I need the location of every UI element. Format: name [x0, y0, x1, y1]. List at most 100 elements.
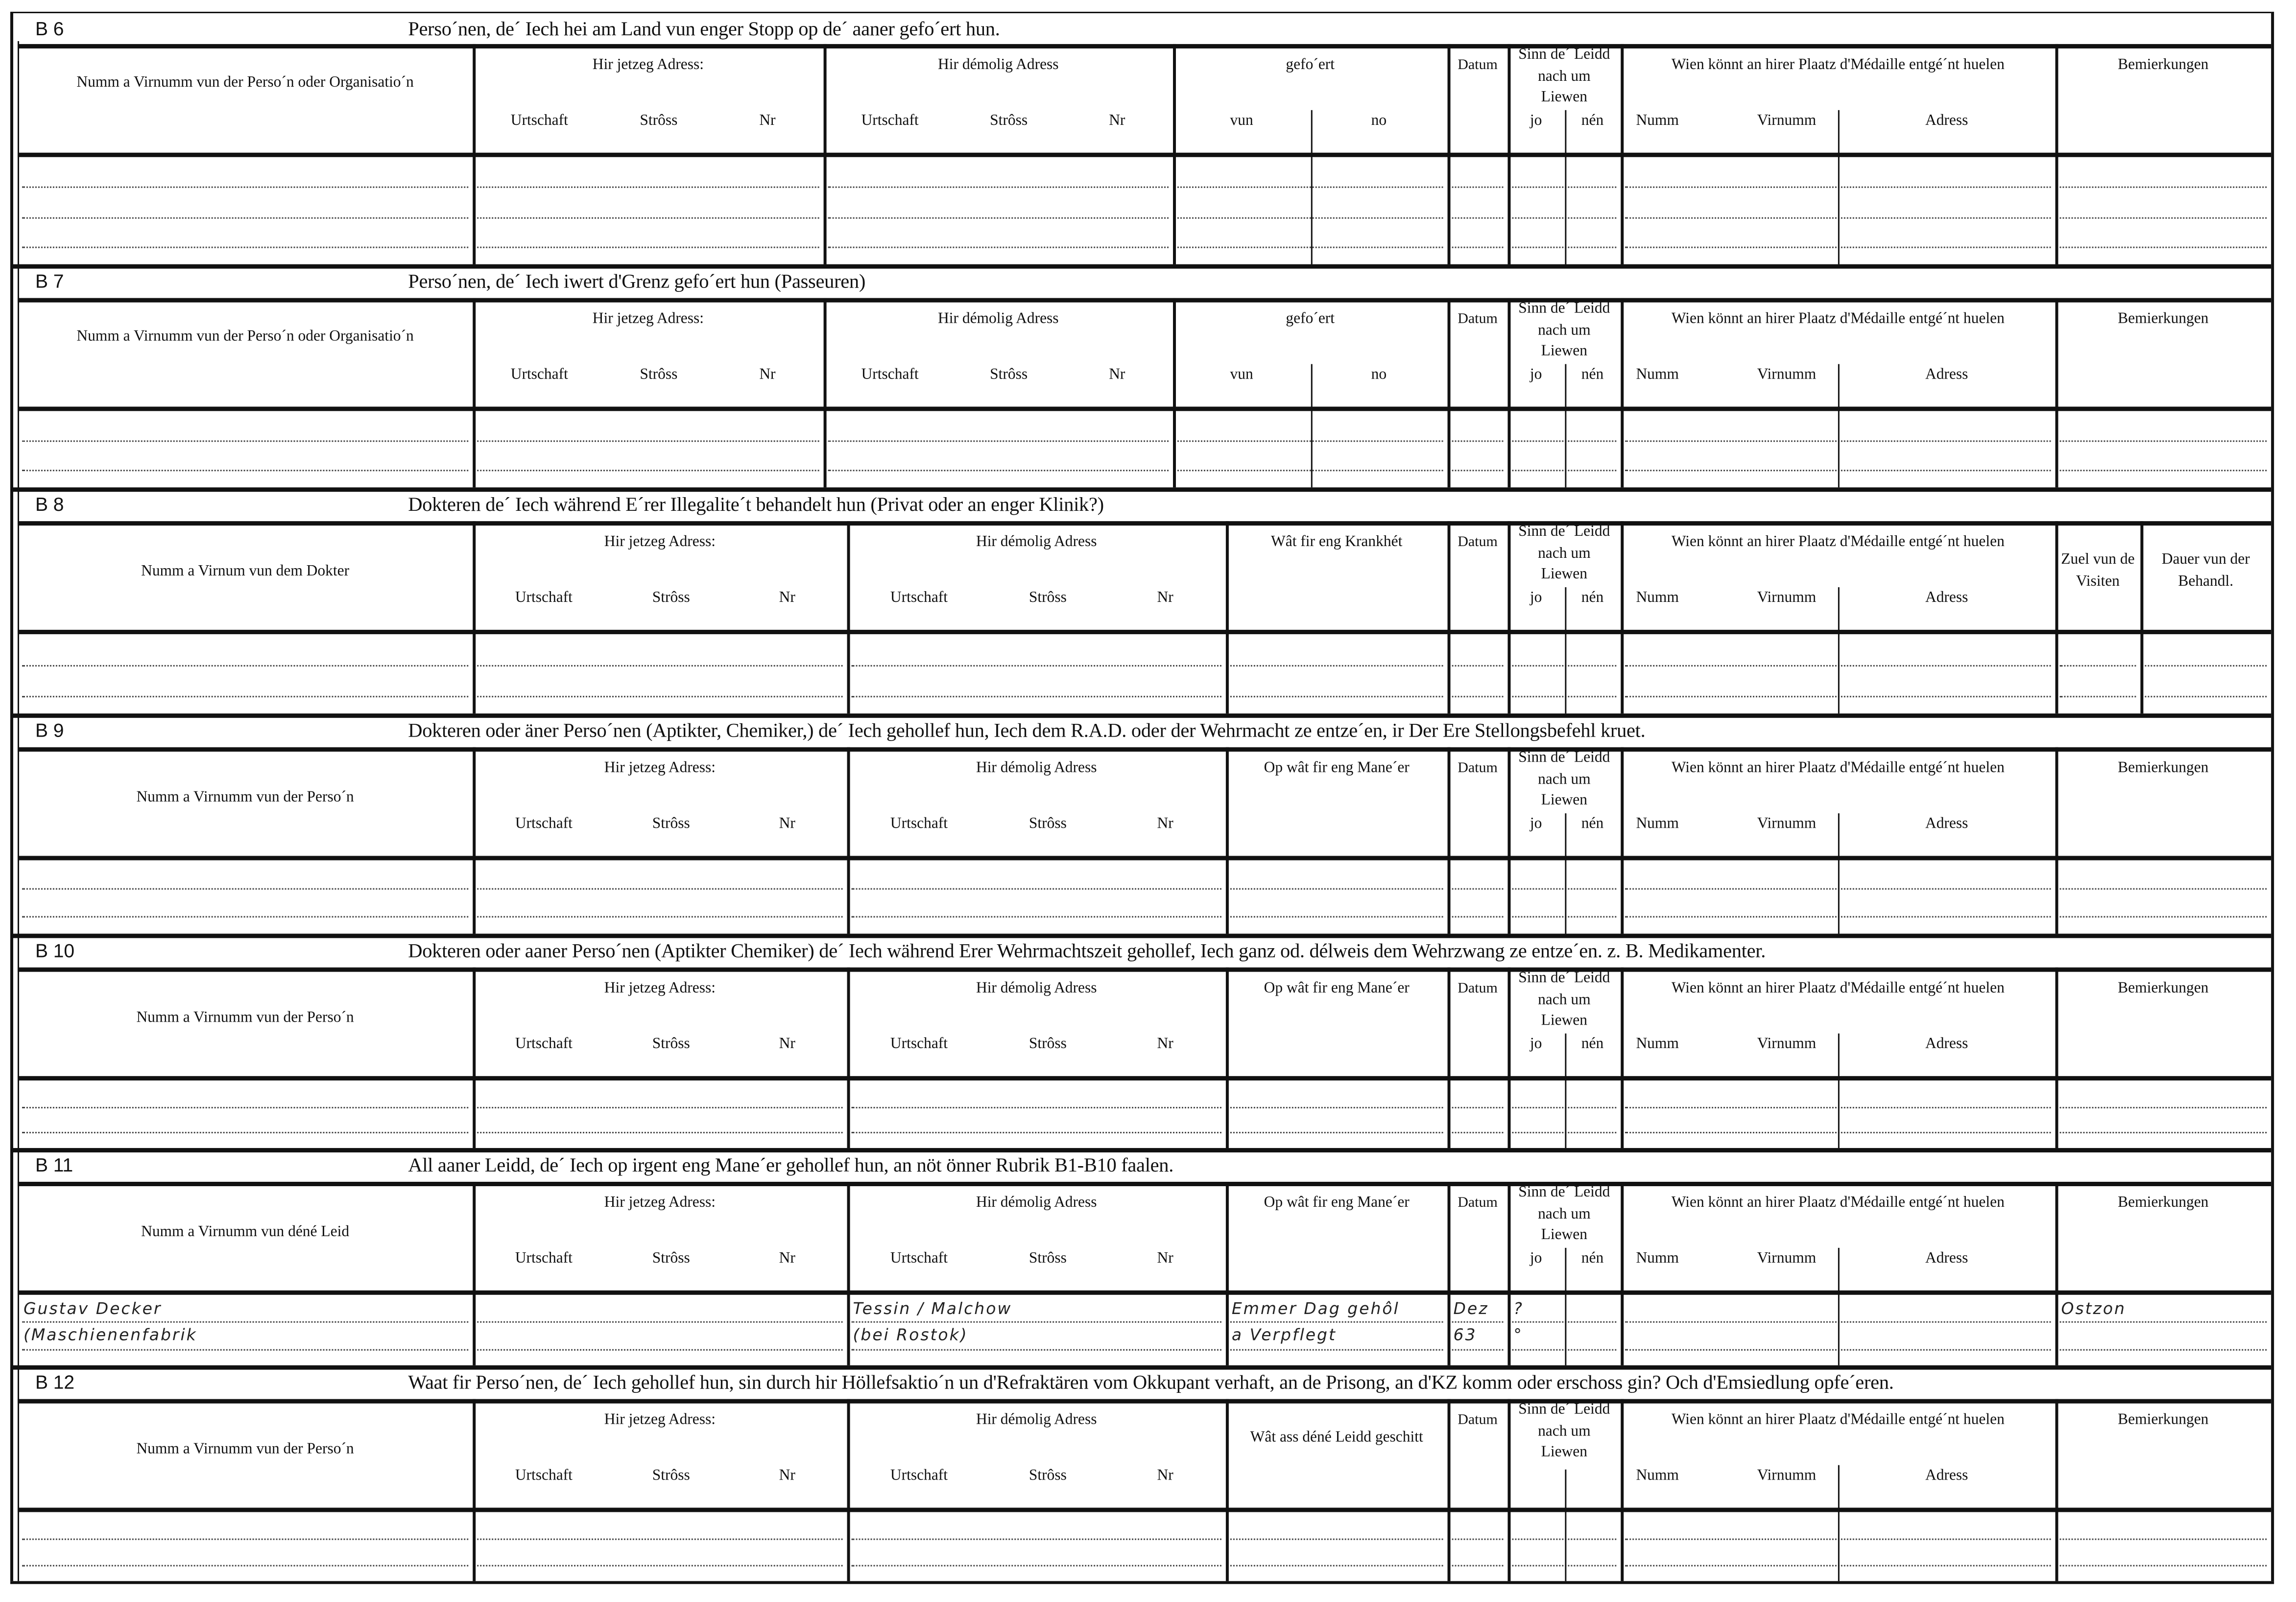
entry-line[interactable]	[851, 1322, 1221, 1324]
entry-line[interactable]	[851, 1106, 1221, 1108]
entry-line[interactable]	[1230, 1322, 1443, 1324]
entry-line[interactable]	[1452, 1106, 1504, 1108]
handwritten-how[interactable]: a Verpflegt	[1231, 1325, 1337, 1345]
entry-line[interactable]	[1452, 1132, 1504, 1134]
entry-line[interactable]	[1230, 916, 1443, 918]
entry-line[interactable]	[1230, 1132, 1443, 1134]
entry-line[interactable]	[1452, 888, 1504, 890]
entry-line[interactable]	[2059, 1349, 2267, 1351]
entry-line[interactable]	[1452, 470, 1504, 472]
handwritten-name[interactable]: Gustav Decker	[23, 1299, 162, 1318]
entry-line[interactable]	[828, 246, 1169, 248]
entry-line[interactable]	[477, 916, 843, 918]
entry-line[interactable]	[828, 187, 1169, 189]
entry-line[interactable]	[2059, 888, 2267, 890]
entry-line[interactable]	[1452, 1565, 1504, 1567]
entry-line[interactable]	[477, 888, 843, 890]
handwritten-date[interactable]: Dez	[1453, 1299, 1489, 1318]
entry-line[interactable]	[22, 246, 469, 248]
entry-line[interactable]	[2059, 1322, 2267, 1324]
handwritten-alive-yes[interactable]: ?	[1513, 1299, 1524, 1318]
entry-line[interactable]	[1177, 246, 1443, 248]
entry-line[interactable]	[2145, 695, 2267, 697]
entry-line[interactable]	[851, 1349, 1221, 1351]
entry-line[interactable]	[1452, 1538, 1504, 1540]
entry-line[interactable]	[1452, 1322, 1504, 1324]
entry-line[interactable]	[2059, 1106, 2267, 1108]
entry-line[interactable]	[2059, 216, 2267, 218]
entry-line[interactable]	[2059, 470, 2267, 472]
entry-line[interactable]	[2059, 695, 2136, 697]
entry-line[interactable]	[22, 1106, 469, 1108]
entry-line[interactable]	[1230, 695, 1443, 697]
entry-line[interactable]	[1452, 695, 1504, 697]
entry-line[interactable]	[1230, 1349, 1443, 1351]
entry-line[interactable]	[477, 1349, 843, 1351]
entry-line[interactable]	[851, 1538, 1221, 1540]
entry-line[interactable]	[1177, 440, 1443, 442]
entry-line[interactable]	[828, 216, 1169, 218]
entry-line[interactable]	[477, 1565, 843, 1567]
entry-line[interactable]	[477, 1106, 843, 1108]
entry-line[interactable]	[22, 1132, 469, 1134]
entry-line[interactable]	[851, 695, 1221, 697]
entry-line[interactable]	[477, 470, 819, 472]
entry-line[interactable]	[1230, 665, 1443, 667]
handwritten-former-address[interactable]: (bei Rostok)	[853, 1325, 968, 1345]
entry-line[interactable]	[1230, 1565, 1443, 1567]
entry-line[interactable]	[477, 1538, 843, 1540]
entry-line[interactable]	[1177, 470, 1443, 472]
entry-line[interactable]	[22, 470, 469, 472]
entry-line[interactable]	[2059, 1538, 2267, 1540]
entry-line[interactable]	[477, 1132, 843, 1134]
entry-line[interactable]	[1452, 246, 1504, 248]
entry-line[interactable]	[477, 1322, 843, 1324]
entry-line[interactable]	[477, 246, 819, 248]
entry-line[interactable]	[851, 888, 1221, 890]
entry-line[interactable]	[851, 1565, 1221, 1567]
entry-line[interactable]	[22, 888, 469, 890]
entry-line[interactable]	[477, 440, 819, 442]
entry-line[interactable]	[22, 1349, 469, 1351]
entry-line[interactable]	[22, 695, 469, 697]
entry-line[interactable]	[2059, 916, 2267, 918]
entry-line[interactable]	[1177, 216, 1443, 218]
handwritten-name[interactable]: (Maschienenfabrik	[23, 1325, 197, 1345]
handwritten-remarks[interactable]: Ostzon	[2061, 1299, 2126, 1318]
entry-line[interactable]	[851, 665, 1221, 667]
entry-line[interactable]	[2059, 665, 2136, 667]
entry-line[interactable]	[22, 440, 469, 442]
entry-line[interactable]	[1177, 187, 1443, 189]
entry-line[interactable]	[22, 187, 469, 189]
handwritten-former-address[interactable]: Tessin / Malchow	[853, 1299, 1012, 1318]
entry-line[interactable]	[1230, 1538, 1443, 1540]
entry-line[interactable]	[2145, 665, 2267, 667]
entry-line[interactable]	[851, 916, 1221, 918]
entry-line[interactable]	[828, 470, 1169, 472]
entry-line[interactable]	[1230, 888, 1443, 890]
handwritten-how[interactable]: Emmer Dag gehôl	[1231, 1299, 1400, 1318]
entry-line[interactable]	[477, 665, 843, 667]
entry-line[interactable]	[22, 665, 469, 667]
entry-line[interactable]	[1452, 216, 1504, 218]
entry-line[interactable]	[22, 1322, 469, 1324]
entry-line[interactable]	[1452, 665, 1504, 667]
entry-line[interactable]	[1230, 1106, 1443, 1108]
handwritten-date[interactable]: 63	[1453, 1325, 1477, 1345]
entry-line[interactable]	[22, 1565, 469, 1567]
entry-line[interactable]	[1452, 1349, 1504, 1351]
entry-line[interactable]	[1452, 440, 1504, 442]
entry-line[interactable]	[477, 216, 819, 218]
entry-line[interactable]	[2059, 246, 2267, 248]
entry-line[interactable]	[477, 187, 819, 189]
entry-line[interactable]	[1452, 187, 1504, 189]
entry-line[interactable]	[2059, 187, 2267, 189]
entry-line[interactable]	[1452, 916, 1504, 918]
entry-line[interactable]	[851, 1132, 1221, 1134]
entry-line[interactable]	[22, 216, 469, 218]
handwritten-alive-yes[interactable]: °	[1513, 1325, 1523, 1345]
entry-line[interactable]	[22, 1538, 469, 1540]
entry-line[interactable]	[2059, 1565, 2267, 1567]
entry-line[interactable]	[477, 695, 843, 697]
entry-line[interactable]	[2059, 440, 2267, 442]
